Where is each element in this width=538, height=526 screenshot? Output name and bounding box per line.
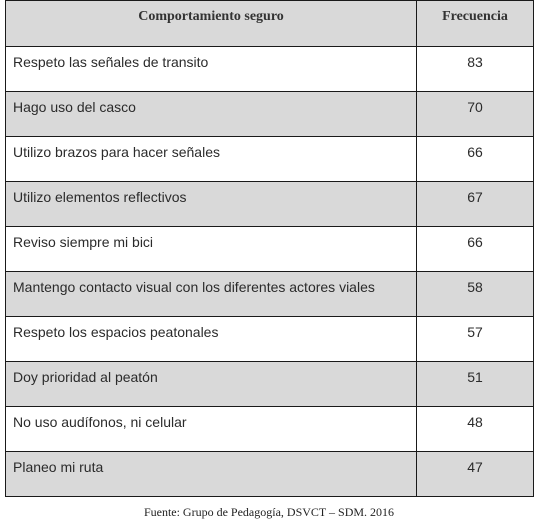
frequency-cell: 83 xyxy=(416,46,534,92)
behavior-cell: Utilizo elementos reflectivos xyxy=(5,181,417,227)
frequency-cell: 58 xyxy=(416,271,534,317)
table-header-row: Comportamiento seguro Frecuencia xyxy=(5,0,534,47)
frequency-cell: 66 xyxy=(416,226,534,272)
table-row: Planeo mi ruta 47 xyxy=(5,451,534,497)
table-row: Mantengo contacto visual con los diferen… xyxy=(5,271,534,317)
behavior-cell: Respeto los espacios peatonales xyxy=(5,316,417,362)
column-header-frequency: Frecuencia xyxy=(416,0,534,47)
table-row: Utilizo brazos para hacer señales 66 xyxy=(5,136,534,182)
source-caption: Fuente: Grupo de Pedagogía, DSVCT – SDM.… xyxy=(143,505,395,519)
frequency-cell: 47 xyxy=(416,451,534,497)
table-row: No uso audífonos, ni celular 48 xyxy=(5,406,534,452)
frequency-cell: 48 xyxy=(416,406,534,452)
behavior-cell: Planeo mi ruta xyxy=(5,451,417,497)
frequency-cell: 51 xyxy=(416,361,534,407)
behavior-cell: Utilizo brazos para hacer señales xyxy=(5,136,417,182)
frequency-cell: 57 xyxy=(416,316,534,362)
table-row: Utilizo elementos reflectivos 67 xyxy=(5,181,534,227)
table-row: Respeto las señales de transito 83 xyxy=(5,46,534,92)
table-row: Doy prioridad al peatón 51 xyxy=(5,361,534,407)
table-row: Reviso siempre mi bici 66 xyxy=(5,226,534,272)
table-row: Respeto los espacios peatonales 57 xyxy=(5,316,534,362)
frequency-table-container: Comportamiento seguro Frecuencia Respeto… xyxy=(5,0,534,497)
behavior-cell: Respeto las señales de transito xyxy=(5,46,417,92)
behavior-cell: Doy prioridad al peatón xyxy=(5,361,417,407)
frequency-table: Comportamiento seguro Frecuencia Respeto… xyxy=(5,0,534,497)
frequency-cell: 67 xyxy=(416,181,534,227)
behavior-cell: No uso audífonos, ni celular xyxy=(5,406,417,452)
frequency-cell: 66 xyxy=(416,136,534,182)
behavior-cell: Reviso siempre mi bici xyxy=(5,226,417,272)
column-header-behavior: Comportamiento seguro xyxy=(5,0,417,47)
behavior-cell: Mantengo contacto visual con los diferen… xyxy=(5,271,417,317)
frequency-cell: 70 xyxy=(416,91,534,137)
table-row: Hago uso del casco 70 xyxy=(5,91,534,137)
behavior-cell: Hago uso del casco xyxy=(5,91,417,137)
